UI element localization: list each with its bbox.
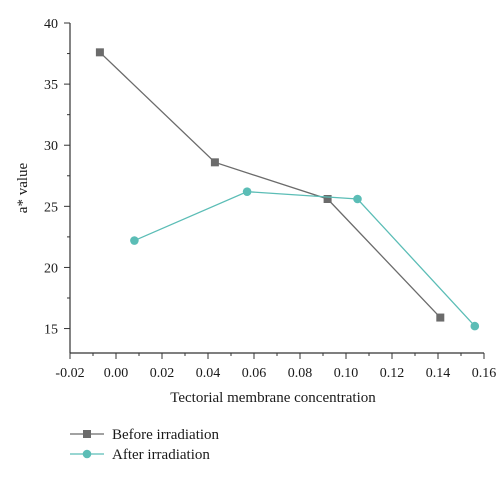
y-tick-label: 35 xyxy=(44,78,58,93)
data-point-circle xyxy=(353,194,362,204)
data-point-square xyxy=(436,313,445,322)
legend-marker-square xyxy=(83,430,91,438)
data-point-circle xyxy=(242,187,252,196)
series-line xyxy=(99,51,441,319)
series-line xyxy=(134,191,476,327)
y-axis-ticks: 15 20 25 30 35 40 xyxy=(44,17,70,338)
x-tick-label: -0.02 xyxy=(55,366,84,381)
legend-label: After irradiation xyxy=(112,447,210,463)
y-tick-label: 15 xyxy=(44,323,58,338)
x-tick-label: 0.14 xyxy=(426,366,451,381)
x-tick-label: 0.12 xyxy=(380,366,405,381)
y-tick-label: 25 xyxy=(44,200,58,215)
legend-item: Before irradiation xyxy=(70,427,220,443)
x-axis-label: Tectorial membrane concentration xyxy=(170,390,376,406)
x-tick-label: 0.06 xyxy=(242,366,267,381)
y-tick-label: 30 xyxy=(44,139,58,154)
x-tick-label: 0.02 xyxy=(150,366,175,381)
x-tick-label: 0.00 xyxy=(104,366,129,381)
data-point-square xyxy=(323,195,332,203)
x-tick-label: 0.10 xyxy=(334,366,359,381)
data-point-circle xyxy=(130,236,139,245)
series-layer xyxy=(95,48,480,331)
series-before-irradiation xyxy=(95,48,445,322)
y-axis-label: a* value xyxy=(15,162,31,213)
data-point-square xyxy=(95,48,104,57)
axes xyxy=(69,23,484,354)
legend-marker-circle xyxy=(82,449,92,459)
x-tick-label: 0.08 xyxy=(288,366,313,381)
x-axis-ticks: -0.02 0.00 0.02 0.04 0.06 0.08 0.10 0.12 0.14 0.1… xyxy=(55,353,496,381)
x-tick-label: 0.16 xyxy=(472,366,497,381)
legend: Before irradiation After irradiation xyxy=(70,427,220,463)
y-tick-label: 20 xyxy=(44,261,58,276)
series-after-irradiation xyxy=(130,187,480,331)
y-tick-label: 40 xyxy=(44,17,58,32)
data-point-circle xyxy=(470,321,480,331)
legend-item: After irradiation xyxy=(70,447,210,463)
legend-label: Before irradiation xyxy=(112,427,220,443)
x-tick-label: 0.04 xyxy=(196,366,221,381)
data-point-square xyxy=(210,158,219,167)
